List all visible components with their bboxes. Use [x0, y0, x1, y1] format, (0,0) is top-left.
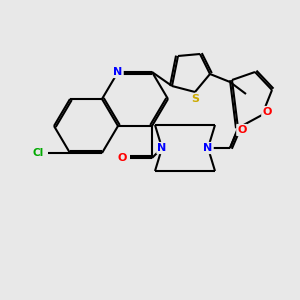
Text: O: O: [262, 107, 272, 117]
Text: Cl: Cl: [32, 148, 44, 158]
Text: S: S: [191, 94, 199, 104]
Text: O: O: [117, 153, 127, 163]
Text: N: N: [158, 143, 166, 153]
Text: N: N: [113, 67, 123, 77]
Text: O: O: [237, 125, 247, 135]
Text: N: N: [203, 143, 213, 153]
